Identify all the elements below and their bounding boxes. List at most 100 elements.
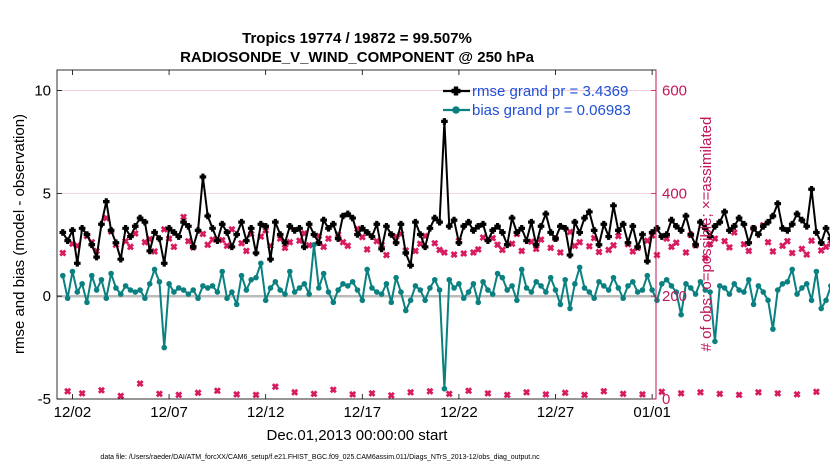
bias-point (94, 287, 100, 293)
bias-point (166, 281, 172, 287)
bias-point (273, 279, 279, 285)
bias-point (804, 281, 810, 287)
bias-point (582, 285, 588, 291)
bias-point (224, 295, 230, 301)
bias-point (287, 269, 293, 275)
obs-point-shape (676, 388, 686, 398)
bias-point (625, 283, 631, 289)
bias-point (485, 287, 491, 293)
obs-point-shape (773, 388, 783, 398)
bias-point (611, 275, 617, 281)
y-tick-label-right: 200 (662, 288, 687, 305)
bias-point (620, 295, 626, 301)
bias-point (717, 283, 723, 289)
bias-point (335, 287, 341, 293)
rmse-point (683, 213, 690, 220)
bias-point (176, 285, 182, 291)
bias-point (258, 260, 264, 266)
bias-point (466, 289, 472, 295)
bias-point (393, 275, 399, 281)
bias-point (413, 283, 419, 289)
bias-point (248, 277, 254, 283)
bias-point (741, 289, 747, 295)
bias-point (809, 298, 815, 304)
obs-point-shape (787, 248, 797, 258)
bias-point (649, 287, 655, 293)
bias-point (70, 269, 76, 275)
bias-point (186, 291, 192, 297)
bias-point (108, 271, 114, 277)
obs-point (763, 237, 773, 247)
bias-point (297, 285, 303, 291)
bias-point (142, 295, 148, 301)
bias-point (302, 281, 308, 287)
bias-point (422, 298, 428, 304)
bias-point (558, 302, 564, 308)
bias-point (74, 289, 80, 295)
x-tick-label: 12/12 (247, 404, 285, 421)
bias-point (688, 285, 694, 291)
y-tick-label-right: 600 (662, 83, 687, 100)
bias-point (60, 273, 66, 279)
bias-point (461, 295, 467, 301)
obs-point (773, 388, 783, 398)
bias-point (442, 386, 448, 392)
bias-point (345, 283, 351, 289)
bias-point (789, 267, 795, 273)
bias-point (678, 312, 684, 318)
obs-point (811, 387, 821, 397)
bias-point (533, 279, 539, 285)
bias-point (369, 285, 375, 291)
bias-point (263, 298, 269, 304)
bias-point (640, 287, 646, 293)
rmse-point (813, 229, 820, 236)
bias-point (84, 300, 90, 306)
bias-point (780, 281, 786, 287)
bias-point (195, 295, 201, 301)
bias-point (215, 289, 221, 295)
bias-point (379, 291, 385, 297)
y-tick-label-left: 0 (43, 288, 51, 305)
bias-point (340, 281, 346, 287)
bias-point (654, 298, 660, 304)
rmse-point (808, 186, 815, 193)
x-tick-label: 12/02 (54, 404, 92, 421)
bias-point (210, 283, 216, 289)
bias-point (785, 279, 791, 285)
bias-point (775, 287, 781, 293)
bias-point (147, 281, 153, 287)
bias-point (364, 267, 370, 273)
bias-point (355, 287, 361, 293)
x-tick-label: 12/17 (344, 404, 382, 421)
bias-point (244, 287, 250, 293)
y-axis-label-left: rmse and bias (model - observation) (11, 114, 28, 354)
bias-point (480, 279, 486, 285)
bias-point (171, 289, 177, 295)
obs-point-shape (763, 237, 773, 247)
bias-point (562, 277, 568, 283)
y-tick-label-left: 5 (43, 185, 51, 202)
bias-point (814, 269, 820, 275)
y-tick-label-right: 0 (662, 391, 670, 408)
bias-point (475, 300, 481, 306)
bias-point (190, 287, 196, 293)
bias-point (471, 281, 477, 287)
bias-point (374, 289, 380, 295)
bias-point (103, 295, 109, 301)
bias-point (316, 285, 322, 291)
obs-point (792, 389, 802, 399)
bias-point (360, 298, 366, 304)
bias-point (306, 291, 312, 297)
bias-point (567, 306, 573, 312)
obs-point (681, 247, 691, 257)
bias-point (727, 291, 733, 297)
bias-point (282, 291, 288, 297)
bias-point (432, 277, 438, 283)
bias-point (756, 283, 762, 289)
bias-point (500, 275, 506, 281)
rmse-point-shape (774, 200, 781, 207)
bias-point (616, 285, 622, 291)
bias-point (331, 300, 337, 306)
obs-point-shape (734, 390, 744, 400)
bias-point (664, 277, 670, 283)
